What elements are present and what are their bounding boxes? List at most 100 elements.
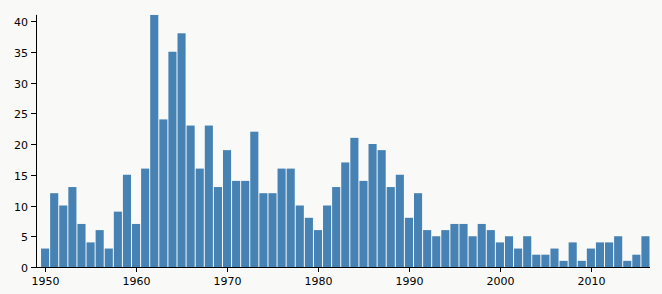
bar	[569, 242, 577, 267]
bar	[514, 249, 522, 267]
bar	[532, 255, 540, 267]
x-tick-label: 1990	[396, 275, 424, 288]
bar	[523, 236, 531, 267]
bar	[305, 218, 313, 267]
x-tick	[227, 267, 228, 272]
y-tick	[31, 52, 36, 53]
bar	[150, 15, 158, 267]
y-tick	[31, 267, 36, 268]
x-tick-label: 1980	[305, 275, 333, 288]
bar	[623, 261, 631, 267]
bar	[605, 242, 613, 267]
bar	[596, 242, 604, 267]
bar	[177, 33, 185, 267]
bar	[250, 132, 258, 267]
bar	[96, 230, 104, 267]
y-tick-label: 35	[14, 47, 28, 60]
bar	[505, 236, 513, 267]
bar	[560, 261, 568, 267]
x-tick-label: 1960	[123, 275, 151, 288]
bar	[159, 119, 167, 267]
y-tick-label: 40	[14, 16, 28, 29]
x-tick-label: 2010	[578, 275, 606, 288]
y-tick	[31, 113, 36, 114]
bar	[469, 236, 477, 267]
bar	[341, 162, 349, 267]
y-tick-label: 20	[14, 139, 28, 152]
x-tick	[500, 267, 501, 272]
x-tick	[591, 267, 592, 272]
y-tick	[31, 83, 36, 84]
bar	[350, 138, 358, 267]
bar	[205, 126, 213, 267]
bar	[59, 206, 67, 268]
bars	[41, 15, 649, 267]
bar	[387, 187, 395, 267]
bar	[587, 249, 595, 267]
y-tick	[31, 206, 36, 207]
bar	[196, 169, 204, 267]
bar	[378, 150, 386, 267]
bar	[41, 249, 49, 267]
bar	[414, 193, 422, 267]
x-tick	[136, 267, 137, 272]
bar	[77, 224, 85, 267]
bar	[432, 236, 440, 267]
bar	[405, 218, 413, 267]
bar	[614, 236, 622, 267]
bar	[459, 224, 467, 267]
bar	[423, 230, 431, 267]
bar	[369, 144, 377, 267]
bar	[641, 236, 649, 267]
bar	[496, 242, 504, 267]
bar	[223, 150, 231, 267]
bar	[123, 175, 131, 267]
bar	[287, 169, 295, 267]
bar	[332, 187, 340, 267]
y-tick	[31, 144, 36, 145]
bar	[278, 169, 286, 267]
bar	[141, 169, 149, 267]
bar	[214, 187, 222, 267]
y-tick	[31, 21, 36, 22]
y-tick-label: 5	[21, 231, 28, 244]
chart-svg: 0510152025303540195019601970198019902000…	[0, 0, 662, 294]
x-tick	[409, 267, 410, 272]
bar	[314, 230, 322, 267]
bar	[132, 224, 140, 267]
x-axis-line	[36, 267, 650, 268]
bar	[105, 249, 113, 267]
chart-root: 0510152025303540195019601970198019902000…	[0, 0, 662, 294]
axes: 0510152025303540195019601970198019902000…	[14, 15, 650, 288]
bar	[541, 255, 549, 267]
bar	[68, 187, 76, 267]
bar	[487, 230, 495, 267]
bar	[578, 261, 586, 267]
bar	[232, 181, 240, 267]
y-tick-label: 25	[14, 108, 28, 121]
y-tick	[31, 175, 36, 176]
bar	[50, 193, 58, 267]
bar	[478, 224, 486, 267]
bar	[268, 193, 276, 267]
bar	[87, 242, 95, 267]
y-tick-label: 10	[14, 201, 28, 214]
x-tick	[318, 267, 319, 272]
x-tick	[45, 267, 46, 272]
bar	[632, 255, 640, 267]
bar	[396, 175, 404, 267]
bar	[450, 224, 458, 267]
bar	[296, 206, 304, 268]
bar	[441, 230, 449, 267]
y-tick-label: 0	[21, 262, 28, 275]
bar	[114, 212, 122, 267]
bar	[323, 206, 331, 268]
bar	[359, 181, 367, 267]
bar	[259, 193, 267, 267]
x-tick-label: 1950	[32, 275, 60, 288]
y-tick-label: 15	[14, 170, 28, 183]
bar	[550, 249, 558, 267]
y-tick	[31, 236, 36, 237]
bar	[241, 181, 249, 267]
y-tick-label: 30	[14, 78, 28, 91]
